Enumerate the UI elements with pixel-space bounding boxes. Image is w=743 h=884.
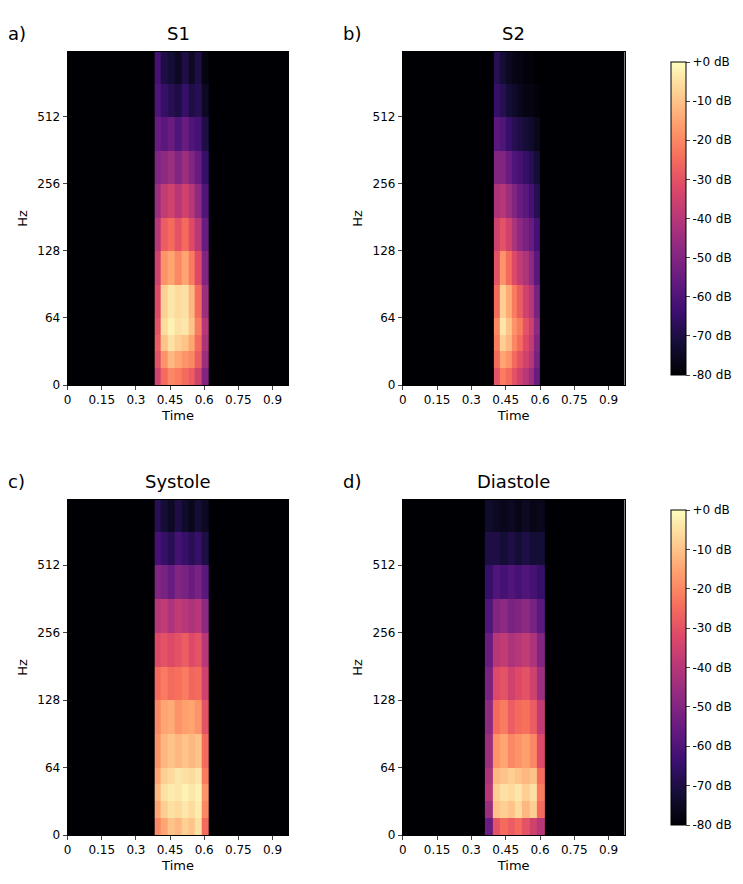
svg-text:-70 dB: -70 dB xyxy=(692,329,731,343)
svg-text:-80 dB: -80 dB xyxy=(692,368,731,382)
svg-text:a): a) xyxy=(8,23,26,44)
svg-text:0.6: 0.6 xyxy=(195,843,214,857)
svg-text:b): b) xyxy=(343,23,361,44)
svg-text:Hz: Hz xyxy=(15,210,30,227)
svg-text:-40 dB: -40 dB xyxy=(692,212,731,226)
svg-text:-10 dB: -10 dB xyxy=(692,543,731,557)
svg-text:0.45: 0.45 xyxy=(492,393,519,407)
svg-text:c): c) xyxy=(8,471,25,492)
svg-text:-20 dB: -20 dB xyxy=(692,133,731,147)
svg-text:0: 0 xyxy=(64,843,72,857)
svg-text:0.9: 0.9 xyxy=(599,843,618,857)
svg-text:256: 256 xyxy=(37,177,60,191)
svg-text:0: 0 xyxy=(53,378,61,392)
svg-text:Time: Time xyxy=(497,858,530,873)
svg-text:64: 64 xyxy=(380,311,395,325)
svg-text:512: 512 xyxy=(37,110,60,124)
svg-text:0.3: 0.3 xyxy=(462,393,481,407)
svg-text:512: 512 xyxy=(373,558,396,572)
svg-text:0.45: 0.45 xyxy=(157,843,184,857)
svg-text:0.75: 0.75 xyxy=(561,393,588,407)
svg-text:-20 dB: -20 dB xyxy=(692,582,731,596)
svg-text:0.3: 0.3 xyxy=(126,843,145,857)
svg-text:128: 128 xyxy=(373,244,396,258)
svg-text:-60 dB: -60 dB xyxy=(692,290,731,304)
svg-text:Time: Time xyxy=(161,858,194,873)
svg-text:0.9: 0.9 xyxy=(599,393,618,407)
svg-text:-30 dB: -30 dB xyxy=(692,173,731,187)
svg-text:256: 256 xyxy=(373,626,396,640)
svg-text:128: 128 xyxy=(37,693,60,707)
svg-text:0.3: 0.3 xyxy=(126,393,145,407)
svg-text:0: 0 xyxy=(53,828,61,842)
svg-text:-50 dB: -50 dB xyxy=(692,251,731,265)
svg-text:0.3: 0.3 xyxy=(462,843,481,857)
svg-text:Time: Time xyxy=(497,408,530,423)
svg-text:0: 0 xyxy=(399,843,407,857)
svg-text:128: 128 xyxy=(37,244,60,258)
svg-text:0.6: 0.6 xyxy=(530,393,549,407)
svg-text:64: 64 xyxy=(45,761,60,775)
svg-text:-30 dB: -30 dB xyxy=(692,621,731,635)
svg-text:Hz: Hz xyxy=(350,210,365,227)
svg-text:0.15: 0.15 xyxy=(424,843,451,857)
svg-text:64: 64 xyxy=(380,761,395,775)
svg-text:Hz: Hz xyxy=(15,659,30,676)
svg-text:-70 dB: -70 dB xyxy=(692,779,731,793)
svg-text:0: 0 xyxy=(388,378,396,392)
svg-text:-60 dB: -60 dB xyxy=(692,739,731,753)
svg-text:0.6: 0.6 xyxy=(195,393,214,407)
svg-text:0.15: 0.15 xyxy=(88,843,115,857)
svg-text:0.45: 0.45 xyxy=(157,393,184,407)
svg-text:0.45: 0.45 xyxy=(492,843,519,857)
svg-text:256: 256 xyxy=(37,626,60,640)
svg-text:0.6: 0.6 xyxy=(530,843,549,857)
svg-text:0.15: 0.15 xyxy=(424,393,451,407)
svg-text:-50 dB: -50 dB xyxy=(692,700,731,714)
svg-text:S2: S2 xyxy=(502,23,525,44)
svg-text:-40 dB: -40 dB xyxy=(692,661,731,675)
svg-text:-80 dB: -80 dB xyxy=(692,818,731,832)
svg-text:+0 dB: +0 dB xyxy=(692,503,729,517)
svg-text:Diastole: Diastole xyxy=(477,471,550,492)
svg-text:Hz: Hz xyxy=(350,659,365,676)
svg-text:0.9: 0.9 xyxy=(263,393,282,407)
svg-text:d): d) xyxy=(343,471,361,492)
svg-text:Systole: Systole xyxy=(145,471,211,492)
svg-text:S1: S1 xyxy=(167,23,190,44)
svg-text:0.15: 0.15 xyxy=(88,393,115,407)
svg-text:256: 256 xyxy=(373,177,396,191)
svg-text:0.75: 0.75 xyxy=(225,843,252,857)
svg-text:+0 dB: +0 dB xyxy=(692,55,729,69)
svg-text:0.75: 0.75 xyxy=(561,843,588,857)
svg-text:128: 128 xyxy=(373,693,396,707)
svg-text:-10 dB: -10 dB xyxy=(692,94,731,108)
svg-text:0.9: 0.9 xyxy=(263,843,282,857)
svg-text:0: 0 xyxy=(388,828,396,842)
svg-text:512: 512 xyxy=(37,558,60,572)
svg-text:0.75: 0.75 xyxy=(225,393,252,407)
svg-text:64: 64 xyxy=(45,311,60,325)
svg-text:0: 0 xyxy=(399,393,407,407)
svg-text:512: 512 xyxy=(373,110,396,124)
svg-text:Time: Time xyxy=(161,408,194,423)
svg-text:0: 0 xyxy=(64,393,72,407)
